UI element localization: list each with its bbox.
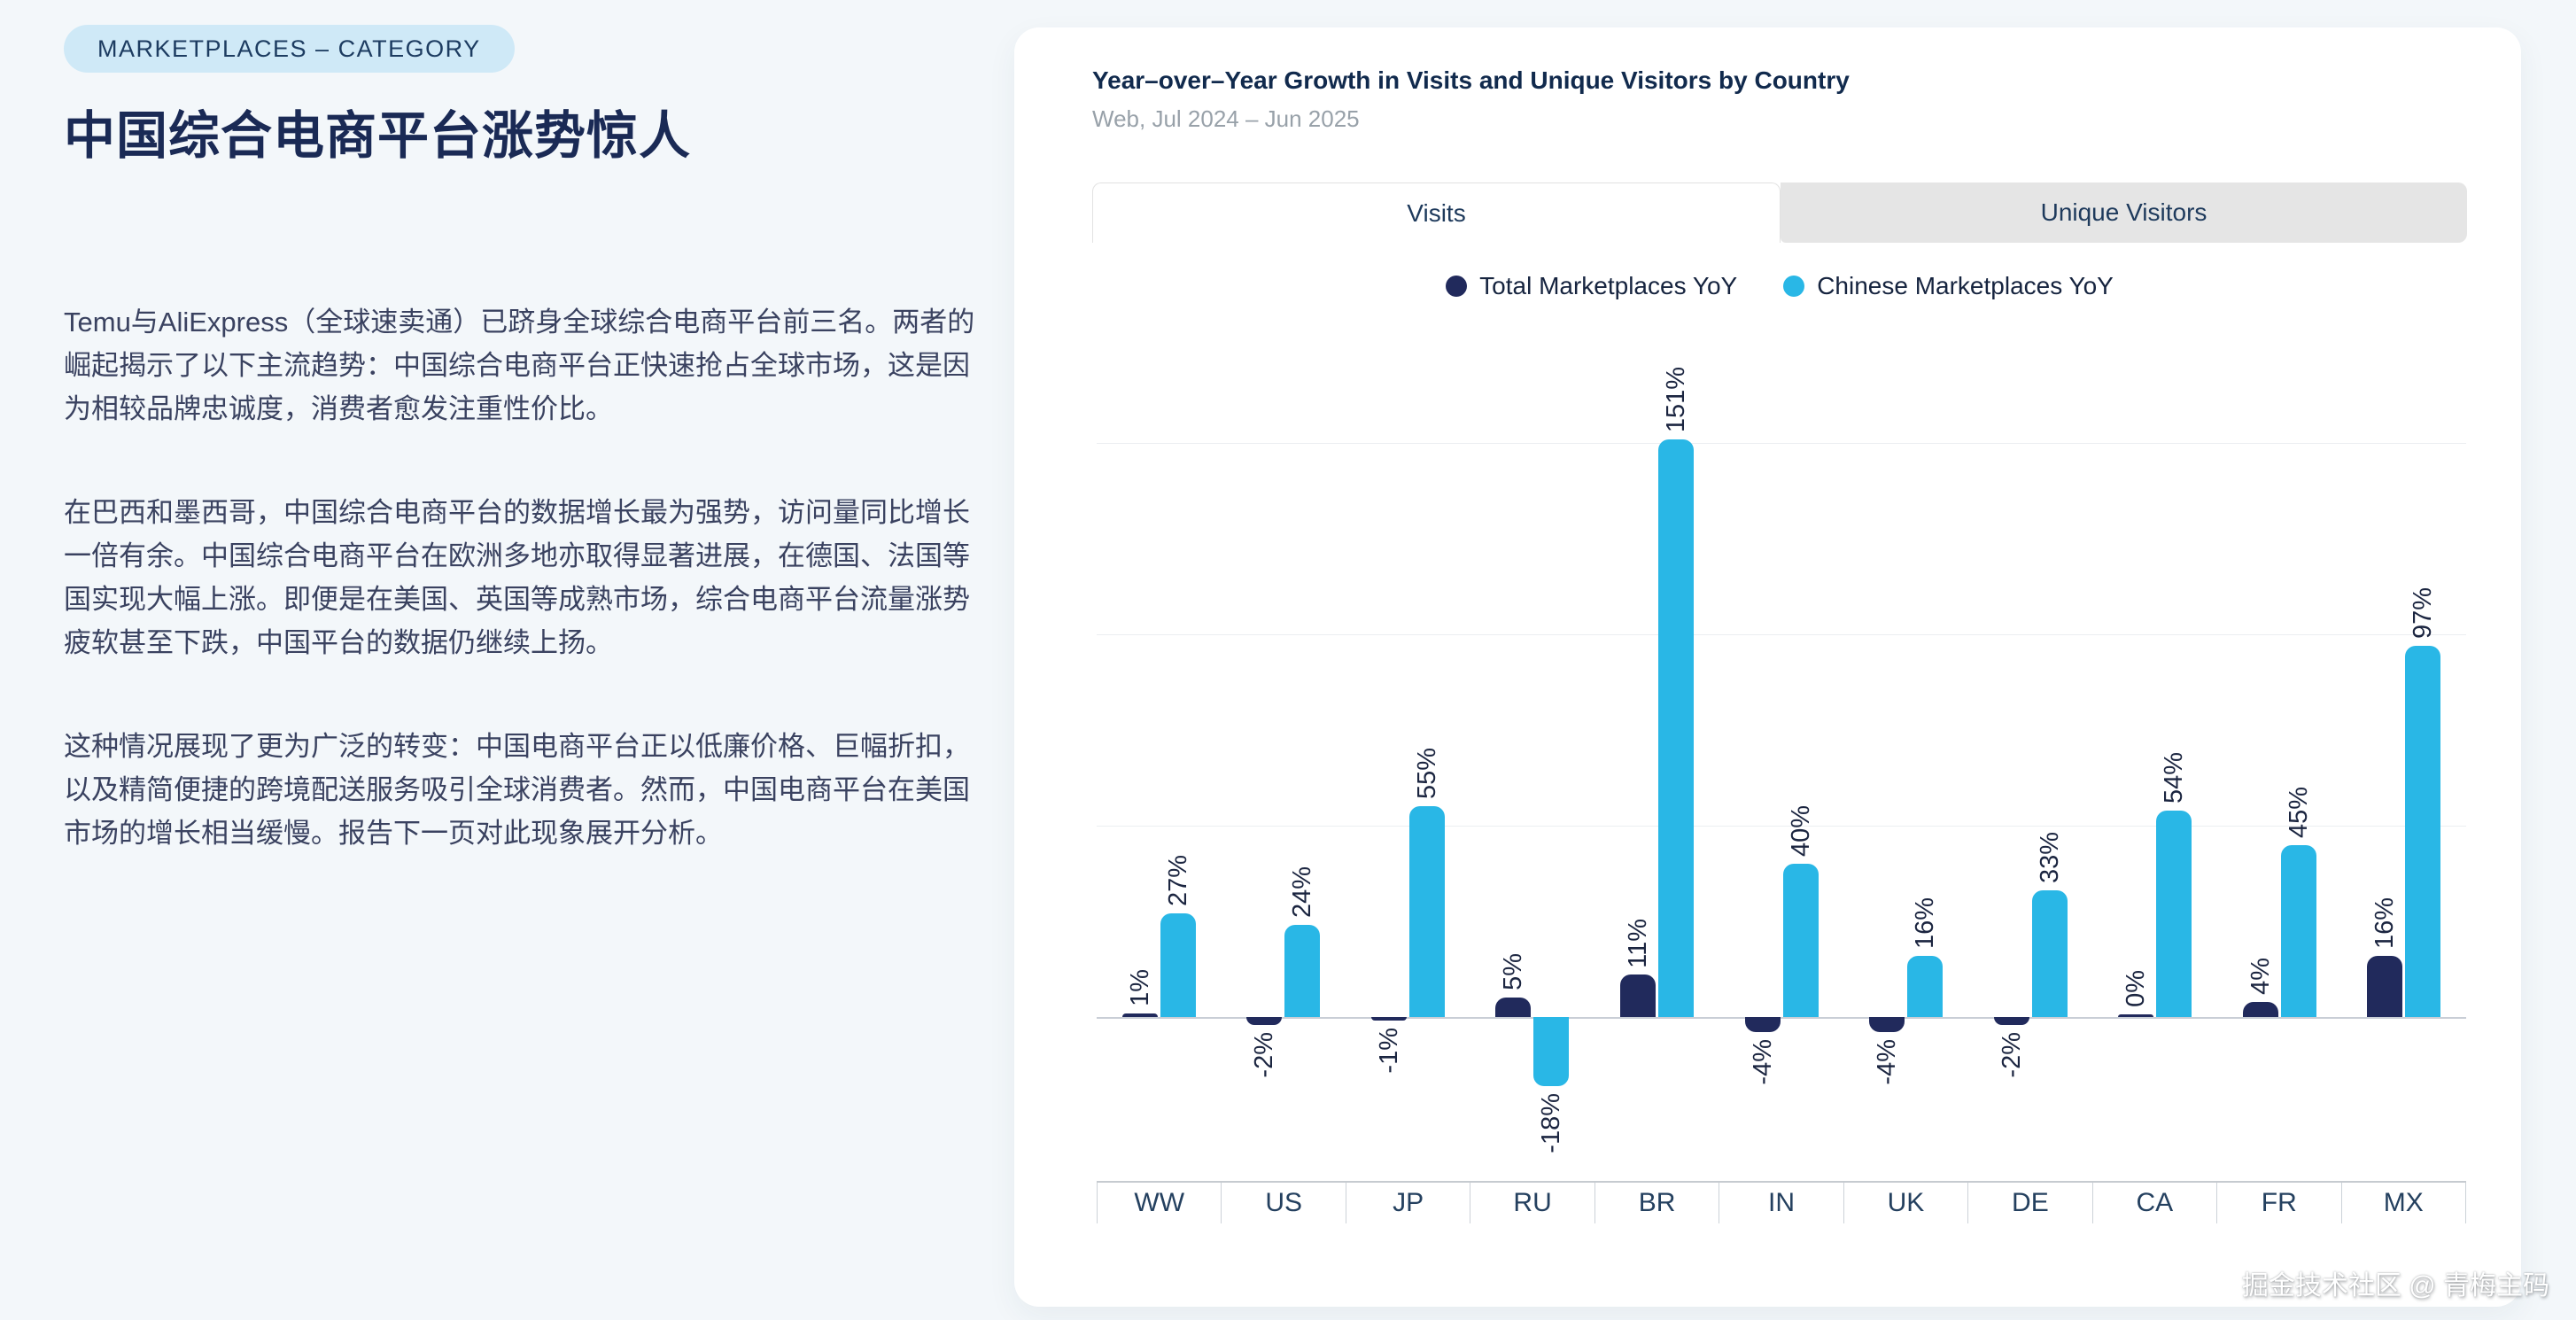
category-badge: MARKETPLACES – CATEGORY [64,25,515,73]
bar-jp-total [1370,1017,1407,1021]
bar-uk-total [1869,1017,1905,1033]
tab-bar: Visits Unique Visitors [1092,182,2467,243]
bar-value-label-de-chinese: 33% [2035,832,2064,884]
bar-value-label-br-total: 11% [1623,918,1652,968]
xaxis-label-ca: CA [2093,1183,2218,1223]
zero-axis-line [1097,1017,2466,1019]
legend-dot-total-icon [1446,276,1468,297]
tab-visits[interactable]: Visits [1092,182,1781,243]
bar-in-chinese [1782,864,1819,1017]
paragraph-1: Temu与AliExpress（全球速卖通）已跻身全球综合电商平台前三名。两者的… [64,306,975,424]
bar-value-label-mx-chinese: 97% [2409,586,2438,639]
bar-value-label-us-chinese: 24% [1288,866,1317,919]
bar-value-label-ca-chinese: 54% [2160,751,2189,804]
xaxis-label-br: BR [1595,1183,1720,1223]
xaxis-label-ru: RU [1470,1183,1595,1223]
gridline-150 [1097,443,2466,444]
bar-br-chinese [1657,439,1694,1017]
page-title: 中国综合电商平台涨势惊人 [64,107,692,165]
bar-value-label-mx-total: 16% [2370,897,2400,949]
bar-ww-total [1121,1013,1158,1017]
bar-fr-chinese [2280,844,2316,1017]
bar-value-label-us-total: -2% [1250,1031,1279,1078]
bar-us-chinese [1284,925,1321,1017]
chart-title: Year–over–Year Growth in Visits and Uniq… [1092,66,1850,94]
xaxis-row: WW US JP RU BR IN UK DE CA FR MX [1097,1181,2466,1223]
xaxis-label-fr: FR [2217,1183,2342,1223]
bar-value-label-br-chinese: 151% [1661,366,1690,432]
xaxis-label-in: IN [1719,1183,1844,1223]
bar-uk-chinese [1907,955,1944,1017]
bar-value-label-ru-chinese: -18% [1537,1092,1566,1153]
bar-ru-total [1495,998,1532,1017]
chart-subtitle: Web, Jul 2024 – Jun 2025 [1092,105,1360,132]
bar-value-label-de-total: -2% [1997,1031,2026,1078]
bar-value-label-uk-total: -4% [1873,1039,1902,1085]
bar-jp-chinese [1408,806,1445,1017]
legend-label-total: Total Marketplaces YoY [1479,272,1738,299]
left-column: MARKETPLACES – CATEGORY 中国综合电商平台涨势惊人 Tem… [64,25,994,855]
paragraph-3: 这种情况展现了更为广泛的转变：中国电商平台正以低廉价格、巨幅折扣，以及精简便捷的… [64,730,970,849]
xaxis-label-us: US [1222,1183,1346,1223]
xaxis-label-uk: UK [1844,1183,1969,1223]
bar-de-chinese [2031,890,2068,1017]
bar-ca-total [2118,1014,2154,1017]
chart-legend: Total Marketplaces YoY Chinese Marketpla… [1092,268,2467,304]
legend-dot-chinese-icon [1783,276,1805,297]
bar-value-label-in-total: -4% [1748,1039,1777,1085]
bar-value-label-ru-total: 5% [1499,953,1528,991]
bar-value-label-uk-chinese: 16% [1911,897,1940,949]
watermark: 掘金技术社区 @ 青梅主码 [2241,1271,2549,1301]
gridline-100 [1097,634,2466,635]
bar-value-label-in-chinese: 40% [1786,805,1815,858]
bar-value-label-fr-total: 4% [2246,957,2275,995]
bar-ru-chinese [1533,1017,1570,1086]
bar-mx-chinese [2405,645,2441,1017]
legend-label-chinese: Chinese Marketplaces YoY [1817,272,2114,299]
bar-ca-chinese [2156,810,2192,1017]
gridline-50 [1097,826,2466,827]
bar-us-total [1246,1017,1283,1025]
bar-value-label-fr-chinese: 45% [2284,786,2313,838]
legend-item-chinese: Chinese Marketplaces YoY [1783,272,2114,300]
bar-fr-total [2242,1001,2278,1017]
bar-ww-chinese [1160,913,1196,1017]
bar-br-total [1619,974,1656,1017]
bar-value-label-ww-chinese: 27% [1163,855,1192,907]
xaxis-label-de: DE [1968,1183,2093,1223]
bar-in-total [1744,1017,1781,1033]
xaxis-label-jp: JP [1346,1183,1471,1223]
bar-mx-total [2367,955,2403,1017]
bar-value-label-jp-total: -1% [1374,1028,1403,1074]
bar-de-total [1993,1017,2029,1025]
bar-value-label-ww-total: 1% [1125,968,1154,1006]
body-text: Temu与AliExpress（全球速卖通）已跻身全球综合电商平台前三名。两者的… [64,300,994,855]
paragraph-2: 在巴西和墨西哥，中国综合电商平台的数据增长最为强势，访问量同比增长一倍有余。中国… [64,496,970,658]
xaxis-label-mx: MX [2342,1183,2466,1223]
tab-unique-visitors[interactable]: Unique Visitors [1781,182,2467,243]
bar-value-label-ca-total: 0% [2122,970,2151,1007]
chart-plot: 1% 27% -2% 24% -1% 55% 5% -18% 11% 151% -4% 40% -4% 1… [1097,346,2466,1181]
chart-card: Year–over–Year Growth in Visits and Uniq… [1014,27,2521,1307]
legend-item-total: Total Marketplaces YoY [1446,272,1737,300]
xaxis-label-ww: WW [1097,1183,1222,1223]
bar-value-label-jp-chinese: 55% [1412,748,1441,800]
